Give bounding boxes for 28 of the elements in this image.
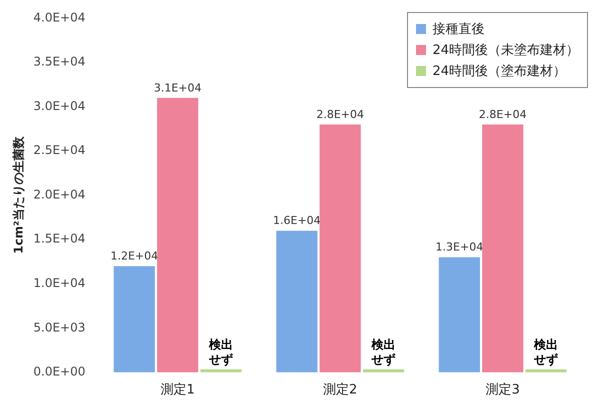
y-tick-label: 3.5E+04 [33, 54, 86, 69]
y-tick-label: 4.0E+04 [33, 10, 86, 24]
data-label: 検出せず [533, 338, 558, 367]
data-label: 検出せず [370, 338, 396, 367]
y-tick-label: 1.0E+04 [33, 276, 86, 290]
bar [157, 98, 198, 372]
y-tick-label: 1.5E+04 [33, 232, 86, 246]
bar [276, 230, 318, 372]
x-tick-label: 測定3 [486, 382, 520, 398]
data-label: 1.2E+04 [110, 250, 158, 262]
x-tick-label: 測定1 [160, 382, 195, 398]
data-label: 2.8E+04 [316, 108, 364, 121]
legend-label: 24時間後（塗布建材） [432, 63, 566, 80]
legend-label: 24時間後（未塗布建材） [432, 42, 579, 59]
y-tick-label: 3.0E+04 [33, 98, 86, 113]
data-label: 検出せず [208, 338, 233, 367]
x-tick-label: 測定2 [323, 382, 358, 398]
data-label: 3.1E+04 [154, 81, 202, 94]
y-tick-label: 5.0E+03 [33, 320, 86, 334]
y-tick-label: 2.5E+04 [33, 143, 86, 158]
y-tick-label: 0.0E+00 [33, 364, 86, 379]
bar [320, 124, 361, 372]
data-label: 1.6E+04 [273, 214, 321, 228]
bar [482, 124, 524, 372]
data-label: 2.8E+04 [478, 108, 527, 121]
y-tick-label: 2.0E+04 [33, 187, 86, 202]
y-axis-title: 1cm²当たりの生菌数 [11, 136, 26, 254]
legend-label: 接種直後 [432, 21, 484, 38]
